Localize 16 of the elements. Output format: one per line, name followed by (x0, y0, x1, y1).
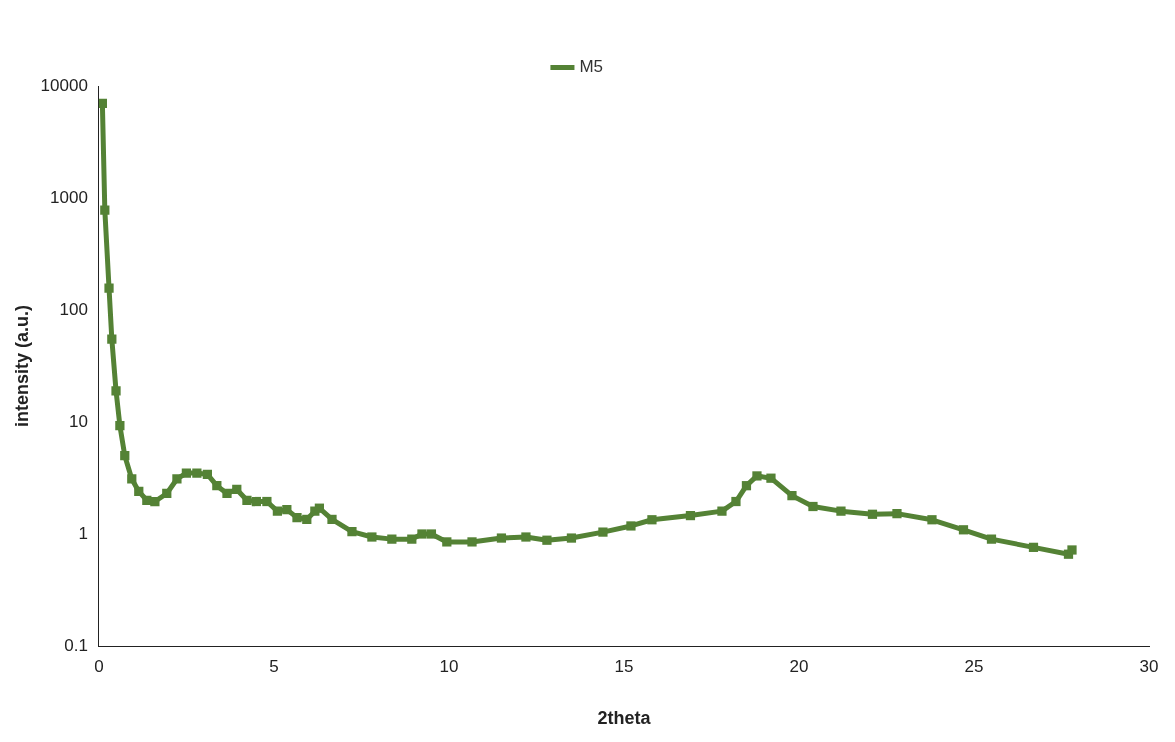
x-tick-label: 15 (614, 656, 634, 676)
legend-label: M5 (579, 57, 604, 77)
x-tick-label: 20 (789, 656, 809, 676)
x-tick-label: 10 (439, 656, 459, 676)
y-tick-label: 0.1 (64, 635, 88, 655)
y-tick-label: 10 (68, 411, 88, 431)
y-tick-label: 1 (78, 523, 88, 543)
y-tick-label: 1000 (50, 187, 88, 207)
y-axis-title: intensity (a.u.) (11, 304, 32, 428)
x-axis-title: 2theta (597, 708, 652, 729)
x-tick-label: 5 (269, 656, 279, 676)
x-tick-label: 0 (94, 656, 104, 676)
y-tick-label: 10000 (40, 75, 88, 95)
y-tick-label: 100 (59, 299, 88, 319)
x-tick-label: 30 (1139, 656, 1159, 676)
x-tick-label: 25 (964, 656, 984, 676)
